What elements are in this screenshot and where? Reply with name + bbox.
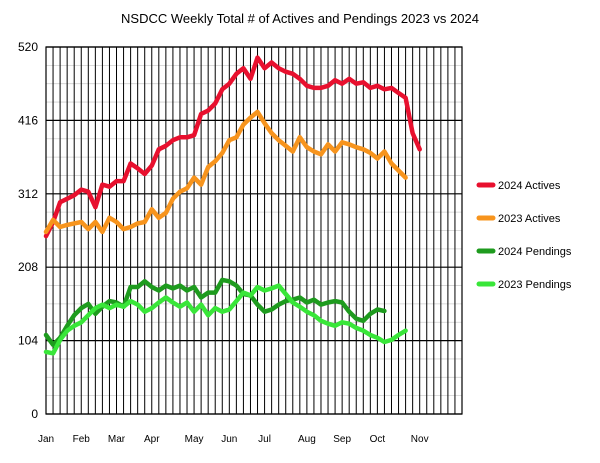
legend-label-2024-pendings: 2024 Pendings bbox=[498, 246, 572, 258]
series-line-2023-actives bbox=[43, 109, 408, 235]
y-tick-label: 416 bbox=[18, 113, 38, 127]
x-tick-label: Sep bbox=[333, 434, 351, 445]
axes: 0 104 208 312 416 520 Jan Feb Mar Apr May Jun Jul Aug… bbox=[18, 40, 463, 445]
x-tick-label: Oct bbox=[370, 434, 386, 445]
grid bbox=[45, 46, 463, 415]
y-tick-label: 208 bbox=[18, 260, 38, 274]
x-tick-label: Mar bbox=[108, 434, 126, 445]
series-lines bbox=[43, 55, 422, 356]
chart-title: NSDCC Weekly Total # of Actives and Pend… bbox=[121, 11, 479, 26]
y-tick-label: 520 bbox=[18, 40, 38, 54]
x-tick-label: Feb bbox=[73, 434, 91, 445]
x-tick-label: Nov bbox=[411, 434, 429, 445]
legend-label-2024-actives: 2024 Actives bbox=[498, 180, 561, 192]
legend: 2024 Actives 2023 Actives 2024 Pendings 202… bbox=[476, 180, 572, 291]
x-tick-label: Aug bbox=[298, 434, 316, 445]
series-line-2023-pendings bbox=[43, 283, 408, 356]
x-tick-label: May bbox=[185, 434, 204, 445]
y-tick-label: 104 bbox=[18, 334, 38, 348]
series-line-2024-actives bbox=[43, 55, 422, 239]
x-tick-label: Jun bbox=[221, 434, 237, 445]
legend-label-2023-pendings: 2023 Pendings bbox=[498, 279, 572, 291]
x-tick-label: Apr bbox=[144, 434, 160, 445]
y-tick-label: 312 bbox=[18, 187, 38, 201]
x-tick-label: Jan bbox=[38, 434, 54, 445]
legend-label-2023-actives: 2023 Actives bbox=[498, 213, 561, 225]
x-tick-label: Jul bbox=[258, 434, 271, 445]
y-tick-label: 0 bbox=[31, 407, 38, 421]
